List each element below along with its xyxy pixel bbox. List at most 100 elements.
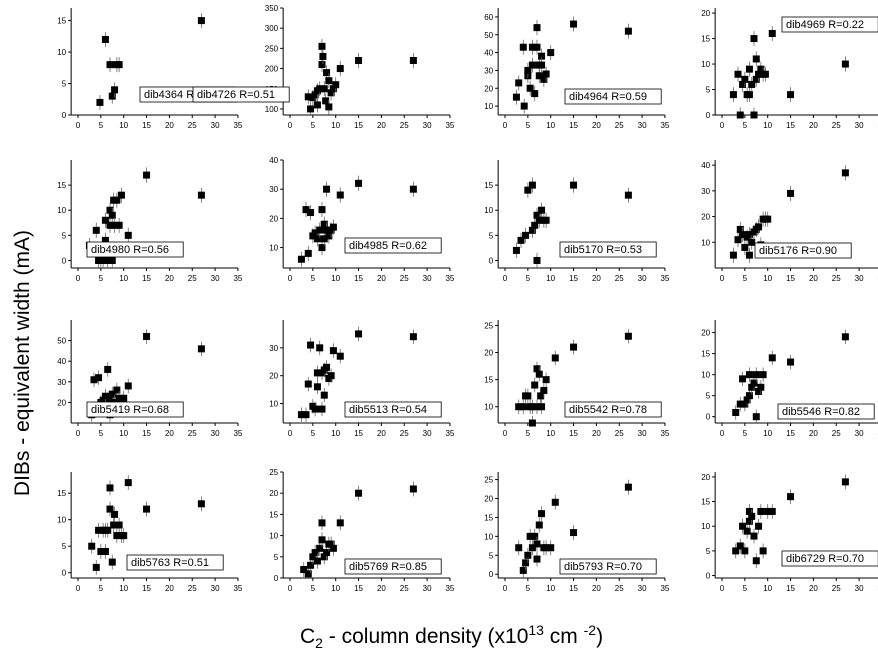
x-tick-label: 10 <box>331 429 340 438</box>
x-tick-label: 25 <box>615 584 624 593</box>
data-point <box>841 333 849 341</box>
data-point <box>531 381 539 389</box>
data-point <box>104 365 112 373</box>
y-tick-label: 15 <box>57 181 66 190</box>
data-point <box>542 544 550 552</box>
data-point <box>764 215 772 223</box>
data-point <box>323 69 331 77</box>
x-tick-label: 0 <box>288 429 293 438</box>
panel-label-text: dib5793 R=0.70 <box>564 561 642 573</box>
y-tick-label: 10 <box>701 371 710 380</box>
y-tick-label: 5 <box>489 551 494 560</box>
x-tick-label: 5 <box>311 121 316 130</box>
data-point <box>95 374 103 382</box>
data-point <box>325 232 333 240</box>
x-tick-label: 0 <box>720 429 725 438</box>
data-point <box>106 61 114 69</box>
panel-dib5419: 0 5 10 15 20 25 30 35 20 30 40 50 dib5419 R=0.68 <box>57 320 243 438</box>
x-tick-label: 10 <box>546 274 555 283</box>
x-tick-label: 15 <box>142 429 151 438</box>
y-tick-label: 5 <box>489 231 494 240</box>
data-point <box>528 419 536 427</box>
data-point <box>533 403 541 411</box>
data-point <box>537 392 545 400</box>
y-tick-label: 10 <box>484 403 493 412</box>
y-tick-label: 10 <box>269 244 278 253</box>
x-tick-label: 5 <box>99 274 104 283</box>
data-point <box>757 507 765 515</box>
y-tick-label: 25 <box>484 321 493 330</box>
x-tick-label: 15 <box>786 429 795 438</box>
x-tick-label: 35 <box>445 584 454 593</box>
data-point <box>538 52 546 60</box>
data-point <box>319 52 327 60</box>
x-tick-label: 15 <box>569 584 578 593</box>
data-point <box>313 235 321 243</box>
data-point <box>745 517 753 525</box>
panel-label-box <box>86 401 184 418</box>
x-tick-label: 10 <box>119 121 128 130</box>
x-tick-label: 20 <box>809 584 818 593</box>
y-tick-label: 20 <box>701 9 710 18</box>
y-tick-label: 60 <box>484 13 493 22</box>
x-tick-label: 25 <box>615 274 624 283</box>
x-tick-label: 35 <box>445 274 454 283</box>
data-point <box>307 209 315 217</box>
y-tick-label: 0 <box>274 574 279 583</box>
panel-label-box <box>777 403 875 420</box>
data-point <box>101 236 109 244</box>
y-tick-label: 20 <box>269 214 278 223</box>
panel-label: dib5769 R=0.85 <box>344 558 442 575</box>
data-point <box>538 206 546 214</box>
data-point <box>535 370 543 378</box>
data-point <box>327 372 335 380</box>
y-tick-label: 300 <box>265 24 279 33</box>
data-point <box>197 500 205 508</box>
x-tick-label: 25 <box>188 429 197 438</box>
panel-label-text: dib5769 R=0.85 <box>349 561 427 573</box>
y-tick-label: 10 <box>484 532 493 541</box>
data-point <box>528 181 536 189</box>
data-point <box>520 102 528 110</box>
data-point <box>528 61 536 69</box>
x-tick-label: 0 <box>288 121 293 130</box>
data-point <box>526 84 534 92</box>
panel-label-text: dib5763 R=0.51 <box>131 557 209 569</box>
x-tick-label: 35 <box>660 429 669 438</box>
x-tick-label: 0 <box>288 274 293 283</box>
data-point <box>318 244 326 252</box>
panel-label-box <box>192 86 290 103</box>
data-point <box>745 251 753 259</box>
data-point <box>748 80 756 88</box>
data-point <box>325 77 333 85</box>
data-point <box>409 185 417 193</box>
y-tick-label: 15 <box>701 35 710 44</box>
data-point <box>734 70 742 78</box>
data-point <box>515 544 523 552</box>
x-tick-label: 20 <box>377 274 386 283</box>
panel-label-text: dib4964 R=0.59 <box>569 91 647 103</box>
data-point <box>745 231 753 239</box>
x-tick-label: 20 <box>809 121 818 130</box>
x-tick-label: 5 <box>99 121 104 130</box>
y-tick-label: 0 <box>489 256 494 265</box>
data-point <box>624 191 632 199</box>
y-tick-label: 15 <box>484 181 493 190</box>
data-point <box>355 56 363 64</box>
y-tick-label: 20 <box>484 84 493 93</box>
data-point <box>764 507 772 515</box>
panel-dib5170: 0 5 10 15 20 25 30 35 0 5 10 15 dib5170 R=0.53 <box>484 160 670 283</box>
x-tick-label: 15 <box>786 274 795 283</box>
x-tick-label: 20 <box>592 121 601 130</box>
data-point <box>108 211 116 219</box>
data-point <box>304 380 312 388</box>
panel-label: dib6729 R=0.70 <box>781 550 878 567</box>
y-tick-label: 15 <box>701 498 710 507</box>
data-point <box>745 507 753 515</box>
data-point <box>320 391 328 399</box>
data-point <box>752 413 760 421</box>
data-point <box>741 547 749 555</box>
panel-label-box <box>344 237 442 254</box>
data-point <box>757 383 765 391</box>
